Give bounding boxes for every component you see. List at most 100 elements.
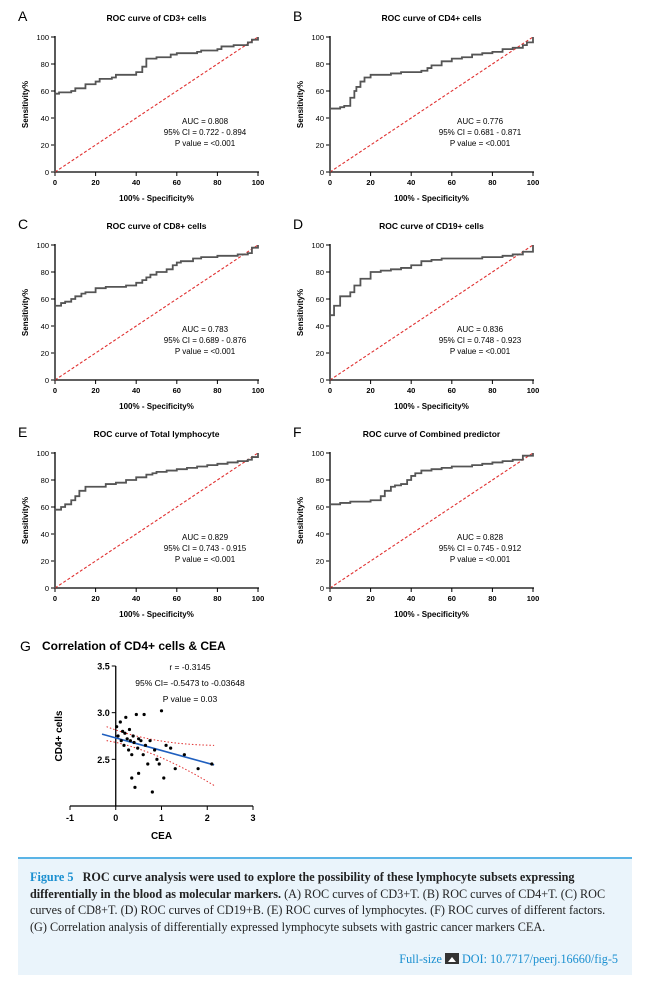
x-tick-label: 100 <box>252 386 265 395</box>
y-tick-label: 60 <box>41 503 49 512</box>
y-tick-label: 100 <box>311 241 324 250</box>
data-point <box>164 743 168 747</box>
data-point <box>116 734 120 738</box>
x-tick-label: 1 <box>159 813 164 823</box>
panel-letter-d: D <box>293 216 304 232</box>
panel-letter-f: F <box>293 424 302 440</box>
x-tick-label: 2 <box>205 813 210 823</box>
panel-letter-e: E <box>18 424 28 440</box>
x-tick-label: 20 <box>366 386 374 395</box>
data-point <box>137 737 141 741</box>
data-point <box>139 739 143 743</box>
y-tick-label: 60 <box>316 503 324 512</box>
y-tick-label: 20 <box>316 141 324 150</box>
auc-label: AUC = 0.828 <box>457 533 504 542</box>
roc-chart-cd3: ROC curve of CD3+ cells 00 20 20 40 40 60 60 80 8… <box>21 13 265 203</box>
roc-curve <box>329 245 534 380</box>
y-axis-label: Sensitivity% <box>296 81 305 128</box>
doi-link[interactable]: DOI: 10.7717/peerj.16660/fig-5 <box>461 951 618 966</box>
data-point <box>124 715 128 719</box>
x-axis-label: 100% - Specificity% <box>394 402 469 411</box>
y-axis-label: Sensitivity% <box>21 81 30 128</box>
roc-chart-cd8: ROC curve of CD8+ cells 00 20 20 40 40 60 60 80 8… <box>21 221 265 411</box>
x-axis-label: 100% - Specificity% <box>119 194 194 203</box>
roc-curve <box>329 37 534 172</box>
chart-title: ROC curve of CD3+ cells <box>107 13 207 23</box>
auc-label: AUC = 0.836 <box>457 325 504 334</box>
figure-body: (A) ROC curves of CD3+T. (B) ROC curves … <box>30 886 606 934</box>
x-tick-label: 80 <box>488 178 496 187</box>
x-tick-label: 60 <box>448 386 456 395</box>
x-tick-label: 100 <box>252 178 265 187</box>
y-tick-label: 20 <box>41 349 49 358</box>
auc-label: AUC = 0.776 <box>457 117 504 126</box>
data-point <box>150 790 154 794</box>
ci-label: 95% CI = 0.743 - 0.915 <box>164 544 247 553</box>
roc-curve <box>54 453 259 588</box>
data-point <box>169 746 173 750</box>
y-axis-label: Sensitivity% <box>21 289 30 336</box>
data-point <box>133 785 137 789</box>
y-tick-label: 80 <box>316 268 324 277</box>
ci-label: 95% CI = 0.748 - 0.923 <box>439 336 522 345</box>
y-tick-label: 100 <box>36 241 49 250</box>
x-tick-label: 0 <box>53 594 57 603</box>
data-point <box>157 762 161 766</box>
x-tick-label: 40 <box>407 594 415 603</box>
roc-curve <box>329 453 534 588</box>
ci-band-upper <box>106 726 215 746</box>
data-point <box>141 753 145 757</box>
figure-caption: Figure 5 ROC curve analysis were used to… <box>18 857 632 975</box>
ci-label: 95% CI = 0.689 - 0.876 <box>164 336 247 345</box>
y-axis-label: Sensitivity% <box>296 289 305 336</box>
x-tick-label: 20 <box>91 178 99 187</box>
y-axis-label: Sensitivity% <box>296 497 305 544</box>
y-tick-label: 0 <box>320 376 324 385</box>
data-point <box>122 743 126 747</box>
roc-chart-combined-predictor: ROC curve of Combined predictor 00 20 20 40 4… <box>296 429 539 619</box>
data-point <box>123 731 127 735</box>
x-tick-label: 60 <box>173 594 181 603</box>
panel-letter-c: C <box>18 216 29 232</box>
x-tick-label: 40 <box>407 386 415 395</box>
x-tick-label: -1 <box>66 813 74 823</box>
data-point <box>173 767 177 771</box>
data-point <box>142 712 146 717</box>
y-tick-label: 0 <box>320 584 324 593</box>
y-tick-label: 20 <box>316 557 324 566</box>
chart-title: ROC curve of Combined predictor <box>363 429 501 439</box>
y-tick-label: 20 <box>41 557 49 566</box>
y-tick-label: 40 <box>41 322 49 331</box>
full-size-link[interactable]: Full-size <box>399 951 442 966</box>
chart-title: ROC curve of CD19+ cells <box>379 221 484 231</box>
scatter-chart-cd4-cea: Correlation of CD4+ cells & CEA 2.5 3.0 3.5… <box>42 639 256 842</box>
p-value-label: P value = <0.001 <box>450 347 511 356</box>
reference-diagonal <box>54 452 259 589</box>
x-axis-label: 100% - Specificity% <box>394 610 469 619</box>
reference-diagonal <box>329 244 534 381</box>
data-point <box>137 771 141 775</box>
ci-band-lower <box>106 740 215 786</box>
data-point <box>134 712 138 717</box>
p-value-label: P value = <0.001 <box>450 139 511 148</box>
reference-diagonal <box>329 36 534 173</box>
y-tick-label: 3.0 <box>97 708 110 718</box>
data-point <box>119 739 123 743</box>
chart-title: Correlation of CD4+ cells & CEA <box>42 639 226 653</box>
x-tick-label: 20 <box>366 178 374 187</box>
y-tick-label: 40 <box>316 114 324 123</box>
x-tick-label: 0 <box>328 178 332 187</box>
image-icon[interactable] <box>444 952 459 964</box>
data-point <box>196 767 200 771</box>
reference-diagonal <box>54 36 259 173</box>
p-value-label: P value = 0.03 <box>163 694 218 704</box>
data-point <box>159 709 164 713</box>
y-tick-label: 80 <box>316 60 324 69</box>
x-tick-label: 20 <box>366 594 374 603</box>
x-tick-label: 60 <box>173 178 181 187</box>
data-point <box>126 748 131 752</box>
r-label: r = -0.3145 <box>169 662 211 672</box>
x-tick-label: 80 <box>213 594 221 603</box>
panel-letter-g: G <box>20 638 31 654</box>
data-point <box>130 776 134 780</box>
